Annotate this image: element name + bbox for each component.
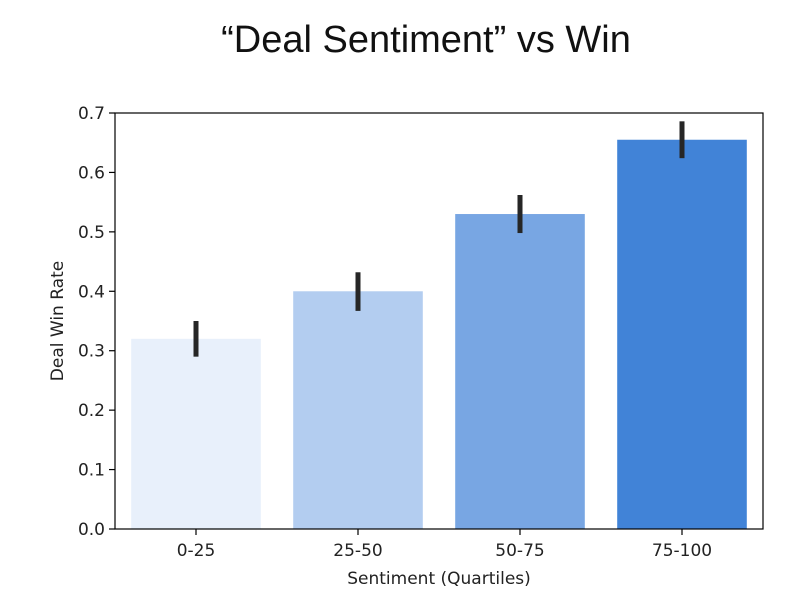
y-tick-label-0.3: 0.3 [78,342,105,362]
y-tick-label-0.2: 0.2 [78,401,105,421]
bar-25-50 [293,291,423,529]
y-tick-label-0.0: 0.0 [78,520,105,540]
plot-frame [114,112,764,530]
y-tick-label-0.1: 0.1 [78,461,105,481]
bar-75-100 [617,139,747,529]
x-tick-label-25-50: 25-50 [333,541,382,561]
bar-0-25 [131,338,261,529]
x-tick-label-0-25: 0-25 [177,541,216,561]
y-axis: 0.0 0.1 0.2 0.3 0.4 0.5 0.6 0.7 [78,104,115,540]
x-axis-label: Sentiment (Quartiles) [347,569,531,589]
y-tick-label-0.7: 0.7 [78,104,105,124]
y-axis-label: Deal Win Rate [48,261,68,381]
y-tick-label-0.4: 0.4 [78,282,105,302]
x-tick-label-75-100: 75-100 [652,541,712,561]
chart-title: “Deal Sentiment” vs Win [221,19,631,61]
x-axis: 0-25 25-50 50-75 75-100 [177,529,712,561]
bar-50-75 [455,214,585,529]
y-tick-label-0.5: 0.5 [78,223,105,243]
bars-group [131,139,747,529]
y-tick-label-0.6: 0.6 [78,163,105,183]
error-bars-group [193,121,685,357]
x-tick-label-50-75: 50-75 [495,541,544,561]
